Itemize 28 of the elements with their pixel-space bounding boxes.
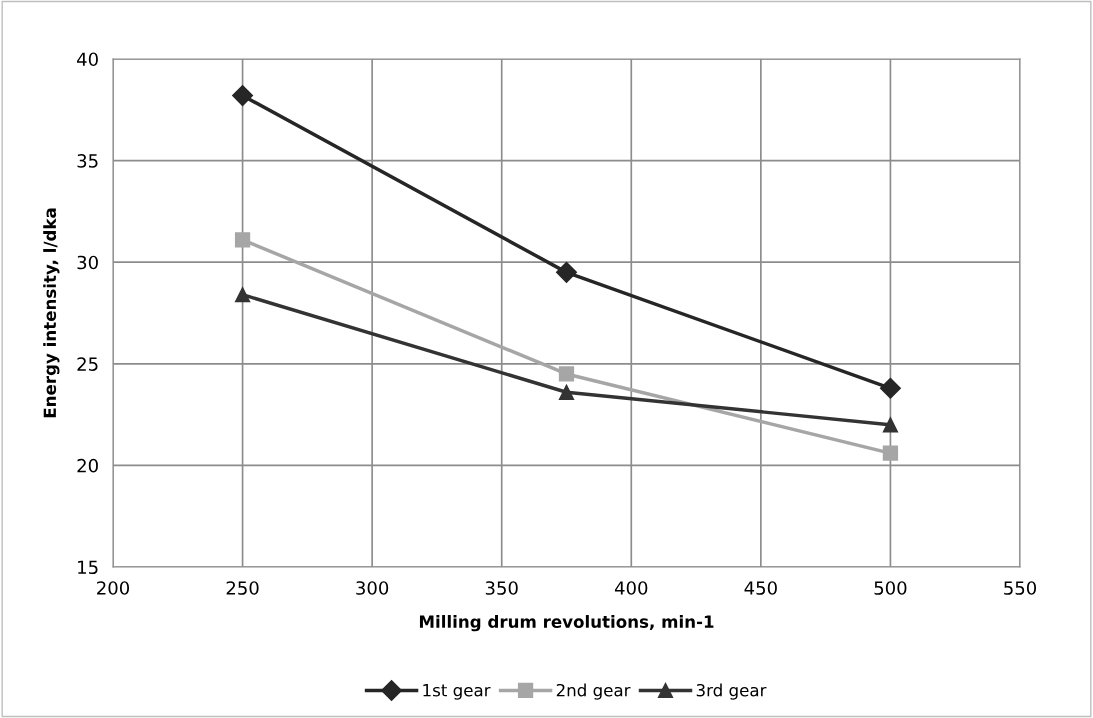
point xyxy=(232,85,254,107)
legend-label: 1st gear xyxy=(423,684,491,700)
point xyxy=(879,377,901,399)
x-axis-title: Milling drum revolutions, min-1 xyxy=(419,615,714,632)
y-tick-label: 35 xyxy=(77,154,98,168)
y-tick-label: 40 xyxy=(77,52,98,67)
y-tick-label: 25 xyxy=(77,357,98,371)
point xyxy=(234,287,251,303)
point xyxy=(882,445,899,461)
point xyxy=(558,366,575,382)
x-tick-label: 550 xyxy=(1004,581,1037,595)
point xyxy=(882,417,899,433)
point xyxy=(558,384,575,400)
point xyxy=(234,232,251,248)
y-tick-label: 20 xyxy=(77,458,98,473)
x-tick-label: 500 xyxy=(874,581,907,595)
x-tick-label: 300 xyxy=(356,581,389,595)
y-tick-label: 30 xyxy=(77,255,98,270)
legend-label: 2nd gear xyxy=(556,683,631,700)
x-tick-label: 400 xyxy=(614,581,648,595)
legend-label: 3rd gear xyxy=(696,683,767,700)
x-tick-label: 200 xyxy=(97,581,130,595)
x-tick-label: 250 xyxy=(226,581,259,595)
y-tick-label: 15 xyxy=(78,560,98,575)
y-axis-title: Energy intensity, l/dka xyxy=(43,208,60,418)
x-tick-label: 450 xyxy=(744,581,777,595)
point xyxy=(555,261,578,283)
x-tick-label: 350 xyxy=(485,581,518,595)
